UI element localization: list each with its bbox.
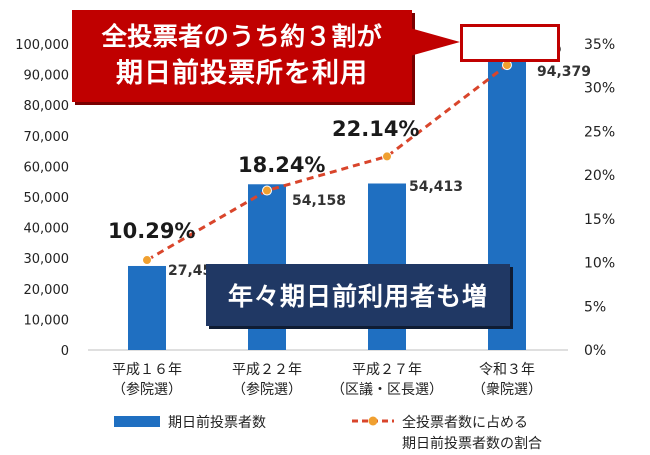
left-tick-label: 30,000	[24, 252, 70, 267]
ratio-point	[142, 255, 152, 266]
category-sublabel: （参院選）	[232, 381, 302, 398]
headline-line2: 期日前投票所を利用	[116, 58, 368, 89]
left-tick-label: 60,000	[24, 160, 70, 175]
left-tick-label: 90,000	[24, 69, 70, 84]
callout-arrow-icon	[410, 28, 460, 56]
bar	[128, 265, 166, 350]
right-tick-label: 25%	[584, 124, 615, 140]
category-sublabel: （参院選）	[112, 381, 182, 398]
right-tick-label: 30%	[584, 81, 615, 97]
category-label: 令和３年	[479, 362, 535, 378]
left-tick-label: 80,000	[24, 99, 70, 114]
legend-bar-label: 期日前投票者数	[168, 414, 266, 431]
highlight-box	[460, 24, 560, 62]
legend-line-label-2: 期日前投票者数の割合	[402, 435, 542, 452]
left-tick-label: 40,000	[24, 222, 70, 237]
category-sublabel: （区議・区長選）	[331, 381, 443, 398]
left-tick-label: 70,000	[24, 130, 70, 145]
bar-value-label: 54,158	[292, 193, 346, 209]
bar-value-label: 94,379	[537, 64, 591, 80]
right-tick-label: 15%	[584, 212, 615, 228]
right-tick-label: 5%	[584, 299, 606, 315]
ratio-line	[146, 63, 508, 262]
category-labels: 平成１６年 （参院選） 平成２２年 （参院選） 平成２７年 （区議・区長選） 令和３年 （衆院…	[112, 362, 542, 398]
left-tick-label: 20,000	[24, 283, 70, 298]
headline-callout: 全投票者のうち約３割が 期日前投票所を利用	[72, 10, 412, 102]
left-tick-label: 0	[61, 344, 69, 359]
right-tick-label: 20%	[584, 168, 615, 184]
right-tick-label: 35%	[584, 37, 615, 53]
ratio-point	[262, 185, 272, 196]
right-axis: 0% 5% 10% 15% 20% 25% 30% 35%	[584, 37, 615, 359]
category-label: 平成２２年	[232, 362, 302, 378]
ratio-point	[382, 151, 392, 162]
headline-line1: 全投票者のうち約３割が	[101, 22, 383, 51]
left-axis: 0 10,000 20,000 30,000 40,000 50,000 60,000 70,…	[15, 38, 69, 359]
category-label: 平成１６年	[112, 362, 182, 378]
bar-value-label: 54,413	[409, 179, 463, 195]
trend-banner: 年々期日前利用者も増	[206, 264, 510, 326]
right-tick-label: 10%	[584, 256, 615, 272]
legend-bar-swatch	[114, 416, 160, 427]
ratio-value-label: 10.29%	[108, 219, 195, 243]
right-tick-label: 0%	[584, 343, 606, 359]
left-tick-label: 100,000	[15, 38, 69, 53]
ratio-value-label: 18.24%	[238, 153, 325, 177]
left-tick-label: 10,000	[24, 313, 70, 328]
line-series	[142, 60, 512, 266]
category-label: 平成２７年	[352, 362, 422, 378]
legend-line-marker	[368, 416, 378, 426]
left-tick-label: 50,000	[24, 191, 70, 206]
ratio-value-label: 22.14%	[332, 117, 419, 141]
category-sublabel: （衆院選）	[472, 382, 542, 398]
legend-line-label: 全投票者数に占める	[402, 414, 528, 431]
